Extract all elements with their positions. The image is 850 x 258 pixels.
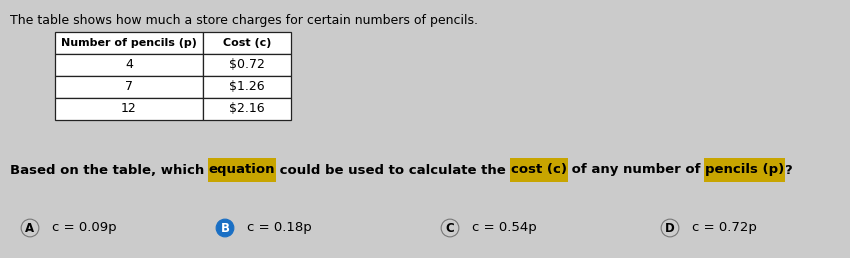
Bar bbox=[55, 54, 203, 76]
Text: $0.72: $0.72 bbox=[229, 59, 265, 71]
Text: cost (c): cost (c) bbox=[511, 164, 567, 176]
Text: D: D bbox=[665, 222, 675, 235]
Text: c = 0.09p: c = 0.09p bbox=[52, 222, 116, 235]
Text: pencils (p): pencils (p) bbox=[705, 164, 784, 176]
Text: B: B bbox=[220, 222, 230, 235]
Bar bbox=[203, 32, 291, 54]
Bar bbox=[55, 76, 203, 98]
Text: C: C bbox=[445, 222, 455, 235]
Text: $1.26: $1.26 bbox=[230, 80, 265, 93]
Text: c = 0.18p: c = 0.18p bbox=[247, 222, 312, 235]
Text: 7: 7 bbox=[125, 80, 133, 93]
Text: The table shows how much a store charges for certain numbers of pencils.: The table shows how much a store charges… bbox=[10, 14, 478, 27]
Bar bbox=[203, 76, 291, 98]
Text: of any number of: of any number of bbox=[567, 164, 705, 176]
Text: $2.16: $2.16 bbox=[230, 102, 265, 116]
Text: c = 0.72p: c = 0.72p bbox=[692, 222, 756, 235]
Bar bbox=[510, 158, 568, 182]
Text: Number of pencils (p): Number of pencils (p) bbox=[61, 38, 197, 48]
Text: Based on the table, which: Based on the table, which bbox=[10, 164, 209, 176]
Bar bbox=[203, 54, 291, 76]
Text: could be used to calculate the: could be used to calculate the bbox=[275, 164, 511, 176]
Bar bbox=[55, 32, 203, 54]
Text: 4: 4 bbox=[125, 59, 133, 71]
Bar bbox=[208, 158, 276, 182]
Text: ?: ? bbox=[784, 164, 792, 176]
Text: Cost (c): Cost (c) bbox=[223, 38, 271, 48]
Text: 12: 12 bbox=[121, 102, 137, 116]
Bar bbox=[203, 98, 291, 120]
Text: equation: equation bbox=[209, 164, 275, 176]
Text: c = 0.54p: c = 0.54p bbox=[472, 222, 536, 235]
Bar bbox=[55, 98, 203, 120]
Text: A: A bbox=[26, 222, 35, 235]
Bar bbox=[704, 158, 785, 182]
